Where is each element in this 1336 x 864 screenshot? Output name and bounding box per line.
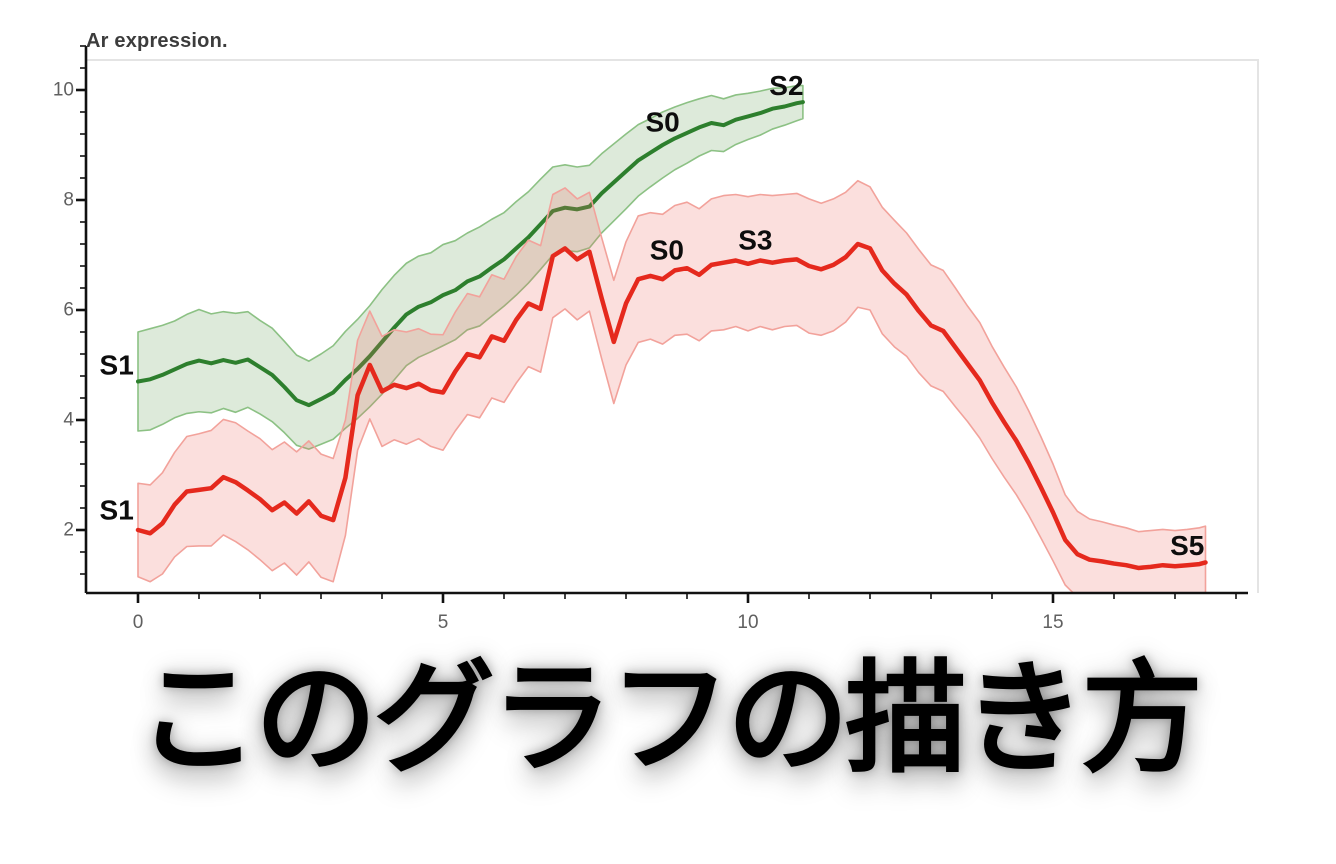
y-tick-label: 8	[63, 190, 74, 211]
axis-lines	[84, 46, 1248, 595]
red-confidence-band	[137, 179, 1207, 593]
series-annotation-s5: S5	[1170, 530, 1204, 561]
y-tick-label: 4	[63, 410, 74, 431]
green-line	[136, 100, 805, 408]
series-annotation-s0: S0	[645, 106, 679, 137]
x-tick-label: 10	[737, 612, 758, 633]
series-annotation-s1: S1	[100, 350, 134, 381]
x-tick-label: 15	[1042, 612, 1063, 633]
x-tick-label: 0	[133, 612, 144, 633]
y-tick-label: 10	[53, 80, 74, 101]
series-annotation-s0: S0	[650, 235, 684, 266]
y-tick-label: 6	[63, 300, 74, 321]
y-tick-label: 2	[63, 520, 74, 541]
x-axis-ticks: 0 5 10 15	[133, 593, 1237, 633]
series-layer	[135, 84, 1208, 593]
series-annotation-s3: S3	[738, 225, 772, 256]
line-chart: 2 4 6 8 10 0 5 10 15 S1 S1 S0 S2 S0 S3 S5	[53, 45, 1259, 633]
caption-text: このグラフの描き方	[137, 648, 1203, 790]
x-tick-label: 5	[438, 612, 449, 633]
chart-panel: 2 4 6 8 10 0 5 10 15 S1 S1 S0 S2 S0 S3 S5 Ar expression…	[53, 30, 1259, 633]
red-line	[135, 241, 1208, 571]
series-annotation-s1: S1	[100, 495, 134, 526]
y-axis-ticks: 2 4 6 8 10	[53, 45, 86, 575]
chart-title: Ar expression.	[86, 30, 228, 52]
plot-border	[86, 59, 1259, 593]
series-annotation-s2: S2	[769, 70, 803, 101]
